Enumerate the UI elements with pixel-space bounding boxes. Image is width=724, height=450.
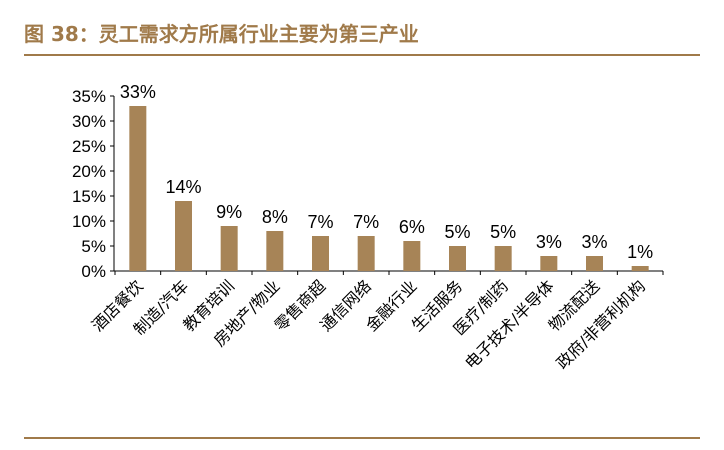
bar <box>403 241 421 271</box>
data-label: 1% <box>627 242 653 262</box>
bar <box>494 246 512 271</box>
y-tick-label: 20% <box>72 162 106 181</box>
data-label: 5% <box>490 222 516 242</box>
y-tick-label: 0% <box>81 262 106 281</box>
data-label: 33% <box>120 82 156 102</box>
bar <box>540 256 558 271</box>
data-label: 7% <box>353 212 379 232</box>
y-tick-label: 5% <box>81 237 106 256</box>
bar <box>357 236 375 271</box>
bar <box>266 231 284 271</box>
y-tick-label: 15% <box>72 187 106 206</box>
y-tick-label: 30% <box>72 112 106 131</box>
bar <box>586 256 603 271</box>
y-tick-label: 35% <box>72 87 106 106</box>
data-label: 14% <box>165 177 201 197</box>
bar <box>175 201 192 271</box>
data-label: 9% <box>216 202 242 222</box>
bar <box>312 236 329 271</box>
data-label: 7% <box>307 212 333 232</box>
data-label: 8% <box>262 207 288 227</box>
data-label: 6% <box>399 217 425 237</box>
bar <box>129 106 147 271</box>
bar <box>220 226 238 271</box>
figure-title-text: 灵工需求方所属行业主要为第三产业 <box>98 22 419 46</box>
figure-title: 图 38：灵工需求方所属行业主要为第三产业 <box>24 18 419 47</box>
bar <box>449 246 466 271</box>
data-label: 3% <box>581 232 607 252</box>
bar <box>631 266 649 271</box>
y-tick-label: 25% <box>72 137 106 156</box>
bottom-divider <box>24 437 700 439</box>
y-tick-label: 10% <box>72 212 106 231</box>
figure-label: 图 38： <box>24 22 99 46</box>
data-label: 5% <box>444 222 470 242</box>
data-label: 3% <box>536 232 562 252</box>
top-divider <box>24 54 700 56</box>
